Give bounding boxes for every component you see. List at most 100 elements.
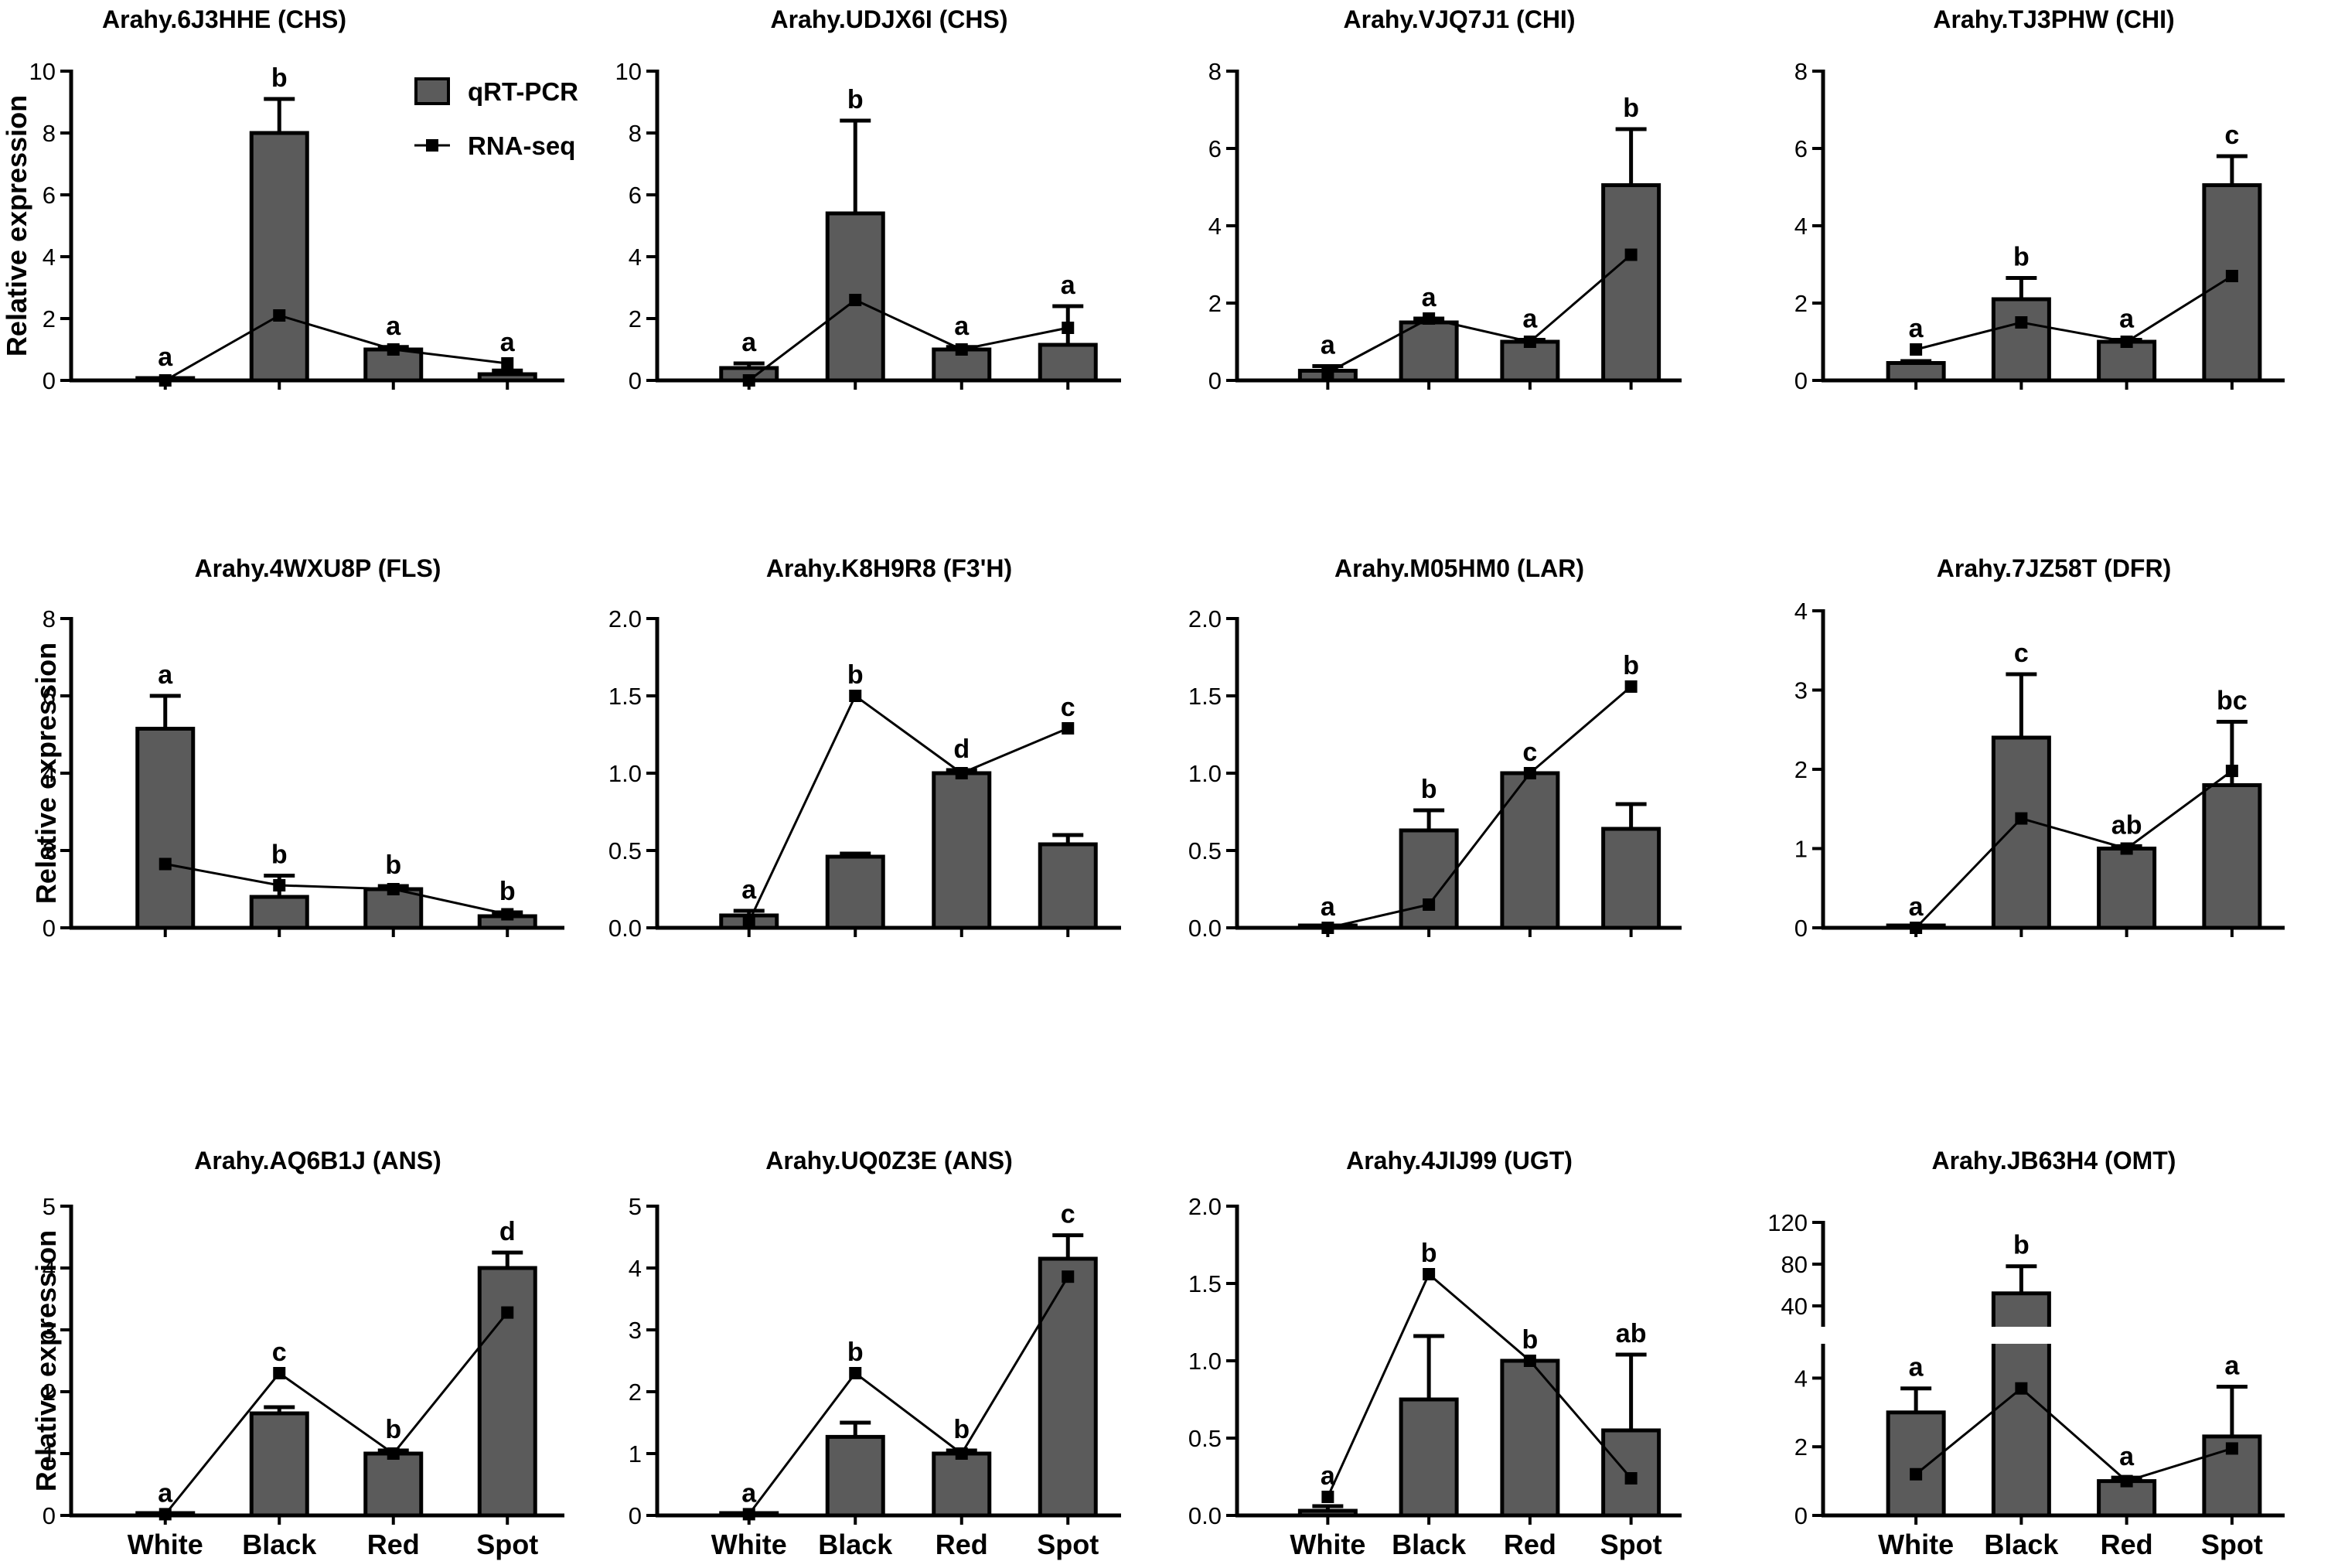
panel-title: Arahy.4JIJ99 (UGT) [1346,1147,1573,1174]
y-axis-label: Relative expression [1,95,32,356]
x-category-label: Spot [2201,1529,2263,1560]
bar [825,854,885,930]
significance-letter: a [1909,314,1924,343]
y-tick-label: 1.5 [1188,683,1222,710]
significance-letter: b [1623,651,1639,680]
bar [1886,361,1946,383]
y-axis-label: Relative expression [30,1230,62,1491]
rna-seq-marker [742,1508,755,1521]
rna-seq-marker [2015,316,2028,329]
bar [1038,842,1098,930]
bar [1399,1397,1459,1518]
x-category-label: Black [242,1529,317,1560]
rna-seq-marker [1624,1472,1638,1484]
rna-seq-marker [2225,765,2238,778]
rna-seq-marker [387,883,400,895]
significance-letter: a [741,328,757,357]
panel-9: Arahy.AQ6B1J (ANS) Relative expression 0 1 2… [30,1147,564,1560]
rna-seq-marker [1523,767,1536,779]
bar [1500,771,1560,930]
panel-title: Arahy.M05HM0 (LAR) [1334,554,1584,582]
significance-letter: a [1522,305,1538,334]
x-category-label: Red [2101,1529,2153,1560]
significance-letter: bc [2217,687,2248,716]
y-tick-label: 40 [1781,1293,1808,1320]
significance-letter: b [1522,1325,1538,1355]
y-tick-label: 6 [43,683,56,710]
rna-seq-marker [1523,1355,1536,1367]
rna-seq-marker [2225,270,2238,282]
rna-seq-line [1915,274,2233,351]
significance-letter: a [158,660,173,690]
x-category-label: Black [1984,1529,2059,1560]
rna-seq-marker [955,767,968,779]
significance-letter: a [954,312,970,341]
y-tick-label: 6 [1208,135,1222,162]
x-category-label: Black [818,1529,893,1560]
y-tick-label: 6 [43,182,56,209]
x-category-label: Black [1392,1529,1467,1560]
bar [363,1451,424,1518]
panel-8: Arahy.7JZ58T (DFR) 0 1 2 3 4 a c ab bc [1794,554,2285,942]
rna-seq-marker [158,1508,172,1521]
y-tick-label: 0.0 [1188,915,1222,942]
y-tick-label: 6 [1794,135,1808,162]
legend: qRT-PCR RNA-seq [414,77,578,160]
y-tick-label: 10 [615,58,642,85]
rna-seq-marker [955,343,968,356]
axis-break-gap [1990,1327,2053,1344]
rna-seq-marker [2015,812,2028,825]
rna-seq-line [1327,685,1632,929]
rna-seq-marker [2015,1382,2028,1395]
y-tick-label: 2 [1208,290,1222,317]
rna-seq-marker [1423,312,1436,325]
significance-letter: b [847,85,864,114]
bar [477,372,537,383]
x-category-label: Red [367,1529,420,1560]
y-tick-label: 0 [1208,367,1222,394]
rna-seq-marker [1321,922,1334,934]
rna-seq-marker [273,879,286,891]
rna-seq-marker [2120,842,2133,855]
y-tick-label: 8 [43,605,56,632]
significance-letter: a [2119,1442,2135,1471]
legend-label-rna-seq: RNA-seq [468,131,575,160]
panel-title: Arahy.VJQ7J1 (CHI) [1344,5,1576,33]
significance-letter: ab [2111,810,2142,840]
significance-letter: a [1321,1461,1336,1491]
y-tick-label: 8 [43,120,56,147]
rna-seq-marker [1523,336,1536,348]
significance-letter: b [271,840,288,870]
panel-title: Arahy.6J3HHE (CHS) [102,5,346,33]
y-tick-label: 0 [1794,915,1808,942]
x-category-label: Spot [1600,1529,1662,1560]
y-tick-label: 0.5 [1188,1425,1222,1452]
y-tick-label: 2 [629,305,642,332]
y-tick-label: 1 [43,1440,56,1467]
rna-seq-line [748,298,1068,382]
bar [1399,828,1459,930]
y-tick-label: 6 [629,182,642,209]
bar [1991,297,2051,383]
panel-title: Arahy.7JZ58T (DFR) [1937,554,2171,582]
rna-seq-marker [1423,1268,1436,1280]
y-tick-label: 10 [29,58,56,85]
bar [363,887,424,930]
bar [2097,847,2157,930]
bar [2097,339,2157,383]
bar [1886,1410,1946,1518]
bar [825,1434,885,1518]
y-tick-label: 80 [1781,1251,1808,1278]
significance-letter: b [1623,94,1639,123]
y-tick-label: 2.0 [608,605,642,632]
significance-letter: a [500,328,516,357]
significance-letter: a [1321,331,1336,360]
rna-seq-marker [1321,1491,1334,1503]
rna-seq-marker [273,309,286,322]
significance-letter: c [1061,693,1075,722]
rna-seq-marker [1910,1467,1923,1481]
y-tick-label: 0 [1794,1502,1808,1529]
y-tick-label: 2.0 [1188,1193,1222,1220]
y-tick-label: 0.0 [1188,1502,1222,1529]
y-tick-label: 3 [1794,677,1808,704]
